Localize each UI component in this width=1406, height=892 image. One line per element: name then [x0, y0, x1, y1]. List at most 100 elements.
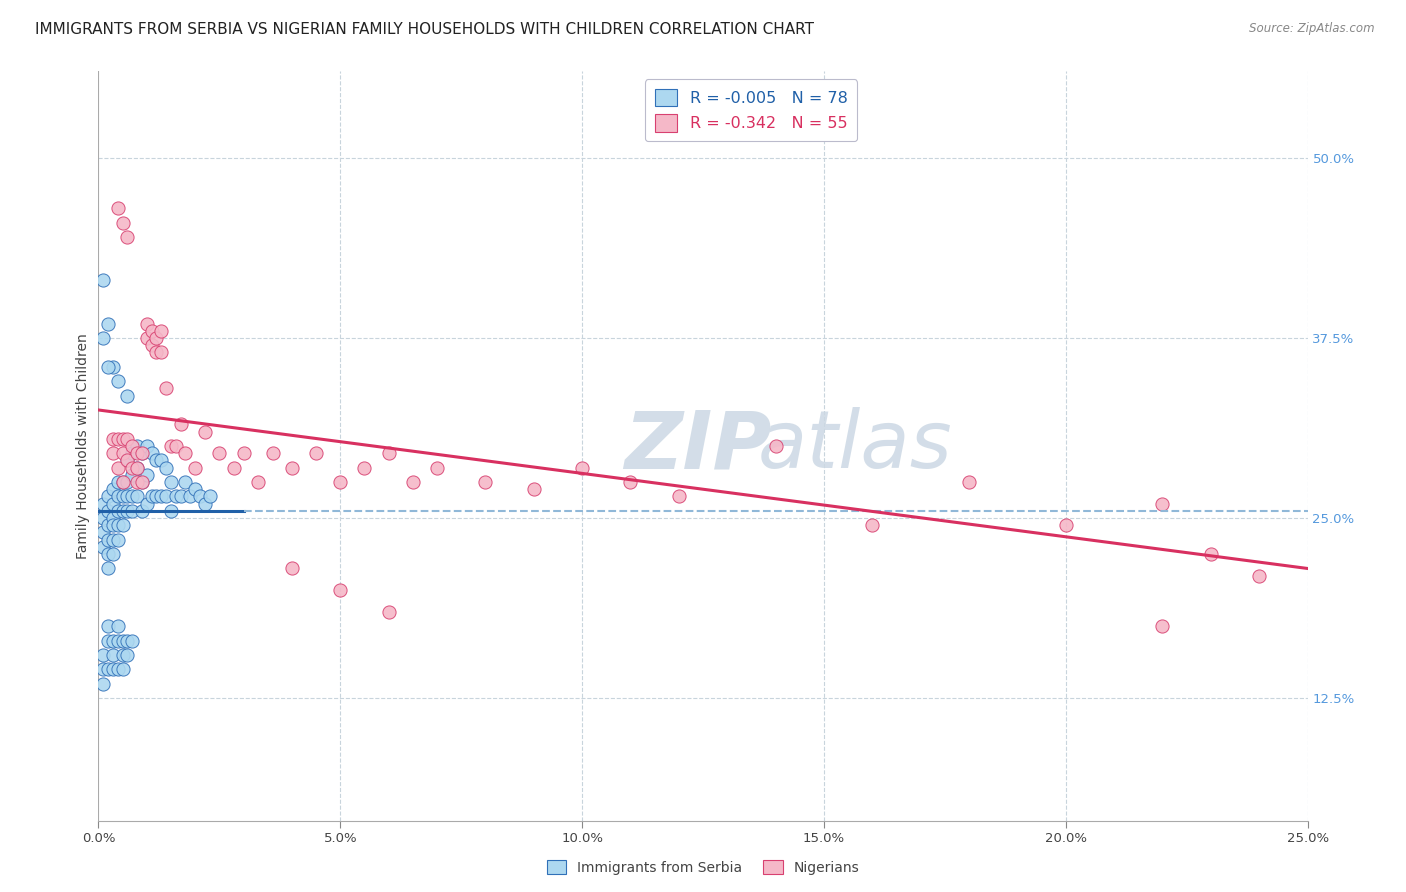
Point [121, 439, 143, 453]
Point [1199, 547, 1222, 561]
Point [281, 460, 304, 475]
Point [169, 417, 191, 432]
Point [121, 504, 143, 518]
Point [111, 432, 134, 446]
Point [107, 475, 129, 489]
Point [957, 475, 980, 489]
Point [107, 201, 129, 215]
Point [91, 331, 114, 345]
Text: IMMIGRANTS FROM SERBIA VS NIGERIAN FAMILY HOUSEHOLDS WITH CHILDREN CORRELATION C: IMMIGRANTS FROM SERBIA VS NIGERIAN FAMIL… [35, 22, 814, 37]
Point [160, 504, 183, 518]
Point [169, 490, 191, 504]
Point [111, 518, 134, 533]
Point [145, 345, 167, 359]
Point [117, 230, 139, 244]
Point [117, 388, 139, 402]
Legend: R = -0.005   N = 78, R = -0.342   N = 55: R = -0.005 N = 78, R = -0.342 N = 55 [645, 79, 858, 141]
Point [91, 525, 114, 540]
Point [97, 533, 120, 547]
Point [131, 446, 153, 460]
Point [107, 619, 129, 633]
Point [165, 439, 187, 453]
Point [107, 490, 129, 504]
Point [145, 490, 167, 504]
Point [174, 446, 197, 460]
Point [111, 662, 134, 676]
Point [117, 648, 139, 662]
Point [97, 359, 120, 374]
Point [121, 490, 143, 504]
Point [97, 490, 120, 504]
Point [127, 439, 149, 453]
Point [198, 490, 221, 504]
Point [101, 359, 124, 374]
Point [141, 490, 163, 504]
Point [127, 460, 149, 475]
Point [262, 446, 284, 460]
Point [107, 662, 129, 676]
Point [117, 453, 139, 467]
Point [121, 446, 143, 460]
Point [329, 475, 352, 489]
Point [135, 439, 157, 453]
Point [107, 460, 129, 475]
Point [402, 475, 425, 489]
Point [571, 460, 593, 475]
Point [111, 648, 134, 662]
Point [1054, 518, 1077, 533]
Point [619, 475, 641, 489]
Point [141, 446, 163, 460]
Point [131, 475, 153, 489]
Point [121, 467, 143, 482]
Point [127, 460, 149, 475]
Point [107, 504, 129, 518]
Point [188, 490, 211, 504]
Point [135, 467, 157, 482]
Point [281, 561, 304, 575]
Point [91, 662, 114, 676]
Point [101, 446, 124, 460]
Point [91, 497, 114, 511]
Point [111, 504, 134, 518]
Point [107, 518, 129, 533]
Point [107, 633, 129, 648]
Point [111, 475, 134, 489]
Point [184, 460, 207, 475]
Point [101, 648, 124, 662]
Point [155, 490, 177, 504]
Point [184, 482, 207, 496]
Point [141, 324, 163, 338]
Point [194, 497, 217, 511]
Point [353, 460, 375, 475]
Point [111, 446, 134, 460]
Text: Source: ZipAtlas.com: Source: ZipAtlas.com [1250, 22, 1375, 36]
Point [107, 374, 129, 388]
Point [222, 460, 245, 475]
Point [117, 504, 139, 518]
Point [1249, 568, 1271, 582]
Point [117, 432, 139, 446]
Point [107, 432, 129, 446]
Point [145, 453, 167, 467]
Point [101, 432, 124, 446]
Point [668, 490, 690, 504]
Point [377, 605, 399, 619]
Point [135, 317, 157, 331]
Point [141, 338, 163, 352]
Point [135, 331, 157, 345]
Point [97, 619, 120, 633]
Point [101, 633, 124, 648]
Point [101, 511, 124, 525]
Point [860, 518, 883, 533]
Text: ZIP: ZIP [624, 407, 772, 485]
Point [155, 381, 177, 395]
Text: atlas: atlas [758, 407, 952, 485]
Point [111, 633, 134, 648]
Legend: Immigrants from Serbia, Nigerians: Immigrants from Serbia, Nigerians [541, 855, 865, 880]
Point [523, 482, 546, 496]
Point [111, 216, 134, 230]
Point [150, 324, 173, 338]
Point [91, 648, 114, 662]
Point [111, 475, 134, 489]
Point [101, 533, 124, 547]
